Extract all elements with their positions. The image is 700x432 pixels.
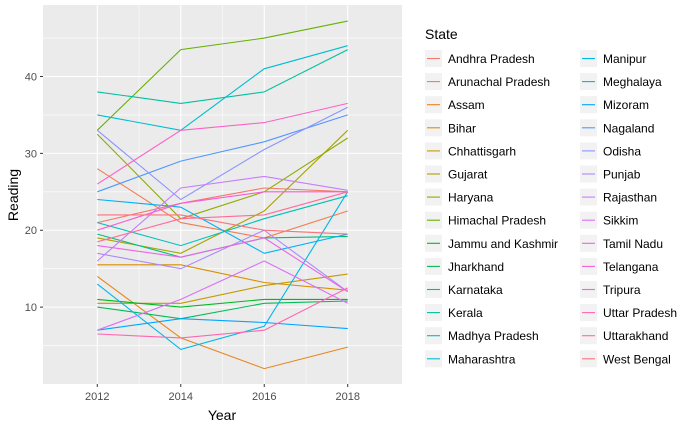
series-lines (96, 20, 349, 370)
series-line-mizoram (97, 318, 348, 331)
legend-label: Andhra Pradesh (448, 52, 535, 66)
legend-label: Uttarakhand (603, 329, 668, 343)
series-line-jammu-and-kashmir (97, 298, 348, 308)
series-line-odisha (96, 106, 348, 201)
legend-label: Sikkim (603, 214, 638, 228)
y-tick-label: 30 (25, 148, 37, 160)
series-line-jharkhand (97, 300, 348, 320)
legend-label: Meghalaya (603, 75, 662, 89)
legend-label: Nagaland (603, 121, 654, 135)
legend-label: Telangana (603, 260, 659, 274)
series-line-tamil-nadu (97, 237, 348, 293)
legend-label: Uttar Pradesh (603, 306, 677, 320)
legend-label: Mizoram (603, 98, 649, 112)
series-line-tripura (97, 102, 348, 185)
series-line-andhra-pradesh (97, 187, 348, 224)
y-tick-label: 20 (25, 225, 37, 237)
x-axis-title: Year (208, 407, 237, 423)
legend-label: Bihar (448, 121, 476, 135)
series-line-madhya-pradesh (97, 195, 348, 247)
series-line-rajasthan (96, 175, 348, 262)
series-line-bihar (97, 264, 348, 291)
x-tick-label: 2018 (335, 391, 359, 403)
legend-label: Assam (448, 98, 485, 112)
legend-label: Karnataka (448, 283, 503, 297)
series-line-kerala (97, 49, 348, 104)
legend-label: Kerala (448, 306, 483, 320)
x-tick-label: 2014 (169, 391, 193, 403)
legend-label: Himachal Pradesh (448, 214, 546, 228)
legend-label: Chhattisgarh (448, 144, 516, 158)
legend-label: Odisha (603, 144, 641, 158)
series-line-telangana (97, 191, 348, 231)
series-line-meghalaya (97, 198, 348, 254)
y-axis: 10 20 30 40 (25, 71, 43, 314)
legend-label: Tripura (603, 283, 641, 297)
series-line-sikkim (97, 260, 348, 331)
legend: Andhra Pradesh Arunachal Pradesh Assam Biha… (425, 50, 677, 368)
legend-label: Jammu and Kashmir (448, 237, 558, 251)
x-axis: 2012 2014 2016 2018 (85, 384, 360, 403)
series-line-uttar-pradesh (97, 287, 348, 339)
legend-label: Gujarat (448, 168, 488, 182)
legend-label: Jharkhand (448, 260, 504, 274)
legend-label: Haryana (448, 191, 494, 205)
series-line-maharashtra (97, 45, 348, 131)
series-line-manipur (96, 191, 349, 351)
series-line-punjab (97, 229, 349, 293)
legend-title: State (425, 26, 458, 42)
y-tick-label: 10 (25, 302, 37, 314)
legend-label: Madhya Pradesh (448, 329, 539, 343)
legend-label: Rajasthan (603, 191, 657, 205)
x-tick-label: 2016 (252, 391, 276, 403)
legend-label: Maharashtra (448, 352, 516, 366)
legend-label: West Bengal (603, 352, 671, 366)
legend-label: Tamil Nadu (603, 237, 663, 251)
x-tick-label: 2012 (85, 391, 109, 403)
series-line-himachal-pradesh (96, 20, 348, 131)
series-line-uttarakhand (97, 191, 348, 243)
y-axis-title: Reading (5, 169, 21, 221)
y-tick-label: 40 (25, 71, 37, 83)
legend-label: Manipur (603, 52, 646, 66)
legend-label: Punjab (603, 168, 641, 182)
series-line-west-bengal (97, 214, 348, 235)
legend-label: Arunachal Pradesh (448, 75, 550, 89)
series-line-assam (96, 275, 348, 370)
